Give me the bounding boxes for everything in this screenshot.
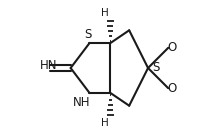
Text: NH: NH — [73, 97, 91, 109]
Text: H: H — [101, 8, 109, 18]
Text: HN: HN — [40, 59, 58, 72]
Text: S: S — [84, 28, 92, 41]
Text: S: S — [152, 61, 159, 75]
Text: O: O — [168, 41, 177, 54]
Text: O: O — [168, 82, 177, 95]
Text: H: H — [101, 118, 109, 128]
